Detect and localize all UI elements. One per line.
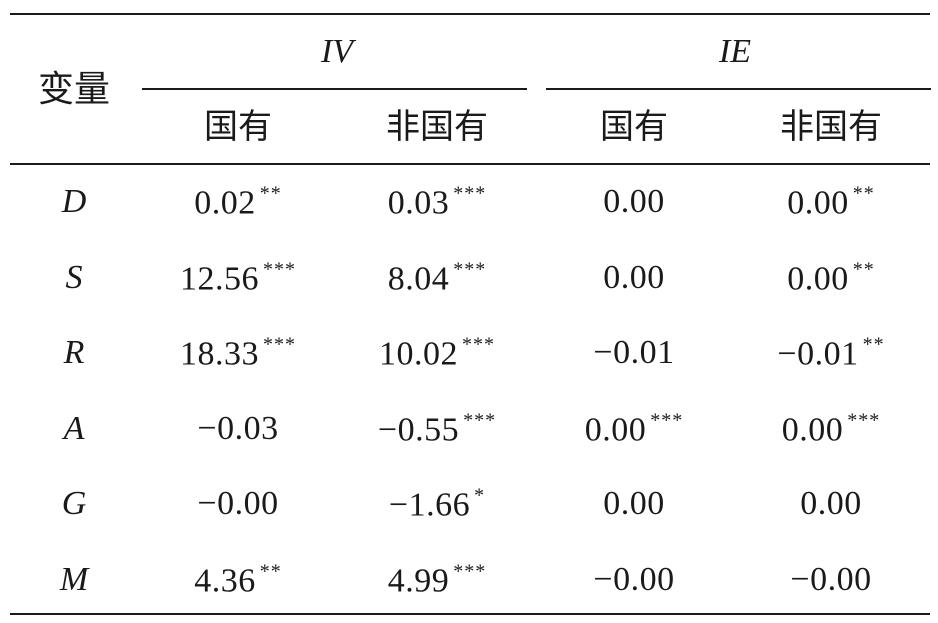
cell-value: 0.02 — [194, 184, 256, 222]
table-cell: 0.00 — [603, 185, 665, 219]
table-cell: 4.36 ** — [194, 561, 282, 598]
cell-value: −0.03 — [197, 409, 279, 447]
subheader-iv-nonstate: 非国有 — [386, 107, 488, 147]
significance-stars: *** — [453, 560, 487, 582]
cell-value: 0.00 — [584, 411, 647, 448]
cell-value: 0.00 — [603, 183, 665, 220]
table-cell: 4.99 *** — [388, 561, 487, 598]
cell-value: 10.02 — [379, 335, 458, 373]
table-cell: −0.55 *** — [378, 410, 496, 447]
significance-stars: ** — [862, 333, 885, 356]
cell-value: 12.56 — [180, 260, 259, 297]
significance-stars: *** — [263, 333, 296, 356]
cell-value: 18.33 — [180, 335, 259, 373]
significance-stars: *** — [650, 409, 684, 431]
table-cell: 0.03 *** — [388, 184, 487, 221]
significance-stars: *** — [463, 409, 497, 431]
cell-value: −0.55 — [377, 411, 460, 448]
table-cell: −0.00 — [790, 560, 872, 598]
group-rule-iv — [142, 88, 527, 90]
table-cell: 10.02 *** — [379, 335, 495, 372]
table-cell: 0.00 — [603, 258, 665, 296]
variable-column-header: 变量 — [37, 69, 111, 110]
cell-value: 4.99 — [387, 562, 450, 599]
significance-stars: *** — [453, 182, 487, 205]
table-cell: 18.33 *** — [180, 335, 296, 372]
cell-value: 4.36 — [194, 562, 256, 599]
significance-stars: ** — [259, 560, 282, 582]
table-cell: 0.00 ** — [787, 259, 875, 296]
table-cell: −1.66 * — [389, 486, 485, 523]
table-cell: 0.02 ** — [194, 184, 282, 221]
subheader-ie-nonstate: 非国有 — [780, 107, 882, 147]
table-cell: 0.00 — [800, 487, 862, 521]
cell-value: 0.00 — [787, 260, 849, 297]
cell-value: 0.00 — [603, 258, 665, 296]
group-header-ie: IE — [718, 33, 752, 70]
group-header-iv: IV — [320, 33, 354, 70]
significance-stars: *** — [453, 258, 487, 280]
row-variable: S — [65, 258, 83, 296]
significance-stars: *** — [462, 333, 495, 356]
table-cell: −0.00 — [197, 487, 278, 521]
significance-stars: ** — [852, 182, 875, 205]
row-variable: A — [63, 409, 85, 447]
table-cell: 0.00 *** — [782, 410, 881, 447]
header-rule — [10, 163, 930, 165]
row-variable: R — [63, 334, 85, 371]
row-variable: G — [61, 485, 87, 522]
cell-value: 0.00 — [603, 485, 665, 522]
cell-value: −0.00 — [790, 560, 872, 598]
cell-value: 0.03 — [387, 184, 450, 222]
significance-stars: ** — [259, 182, 282, 205]
significance-stars: * — [474, 484, 486, 507]
table-cell: 0.00 ** — [787, 184, 875, 221]
cell-value: 8.04 — [387, 260, 450, 297]
top-rule — [10, 13, 930, 15]
significance-stars: *** — [847, 409, 881, 431]
cell-value: −0.00 — [197, 485, 279, 522]
cell-value: 0.00 — [787, 184, 849, 222]
row-variable: M — [59, 560, 89, 598]
table-cell: −0.00 — [593, 560, 675, 598]
table-cell: −0.01 — [593, 336, 674, 370]
table-cell: −0.03 — [197, 409, 279, 447]
cell-value: −0.00 — [593, 560, 675, 598]
subheader-ie-state: 国有 — [600, 107, 668, 147]
table-cell: 8.04 *** — [388, 259, 487, 296]
cell-value: −1.66 — [388, 486, 471, 524]
group-rule-ie — [546, 88, 931, 90]
table-cell: 0.00 *** — [585, 410, 684, 447]
cell-value: 0.00 — [800, 485, 862, 522]
significance-stars: ** — [852, 258, 875, 280]
row-variable: D — [61, 183, 87, 220]
table-cell: 12.56 *** — [180, 259, 296, 296]
significance-stars: *** — [263, 258, 296, 280]
cell-value: −0.01 — [593, 334, 675, 371]
table-cell: −0.01 ** — [777, 335, 884, 372]
table-cell: 0.00 — [603, 487, 665, 521]
cell-value: 0.00 — [781, 411, 844, 448]
subheader-iv-state: 国有 — [204, 107, 272, 147]
bottom-rule — [10, 613, 930, 615]
cell-value: −0.01 — [777, 335, 859, 373]
